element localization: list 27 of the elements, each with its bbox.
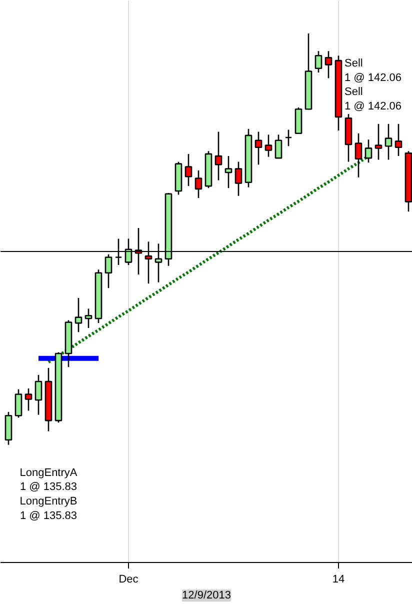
candlestick: [24, 388, 32, 412]
annotation: Sell 1 @ 142.06 Sell 1 @ 142.06: [344, 57, 402, 113]
candlestick: [274, 134, 282, 159]
candlestick: [224, 155, 232, 189]
candlestick: [284, 129, 292, 147]
candlestick: [34, 374, 42, 416]
candlestick: [74, 297, 82, 333]
candlestick: [254, 131, 262, 166]
candlestick: [394, 123, 402, 157]
candlestick: [374, 123, 382, 160]
text: LongEntryA 1 @ 135.83 LongEntryB 1 @ 135.83: [20, 466, 78, 522]
candlestick: [314, 50, 322, 74]
candlestick: [84, 308, 92, 329]
x-tick-label: 14: [332, 574, 345, 586]
candlestick: [354, 132, 362, 178]
candlestick: [264, 134, 272, 158]
x-tick-label: Dec: [118, 574, 139, 586]
candlestick: [194, 170, 202, 199]
candlestick: [364, 138, 372, 164]
candlestick: [104, 254, 112, 289]
candlestick: [324, 50, 332, 79]
candlestick: [214, 131, 222, 181]
candlestick: [384, 123, 392, 160]
text: 12/9/2013: [182, 590, 231, 602]
candlestick: [184, 153, 192, 187]
candlestick: [14, 388, 22, 418]
candlestick: [234, 161, 242, 197]
